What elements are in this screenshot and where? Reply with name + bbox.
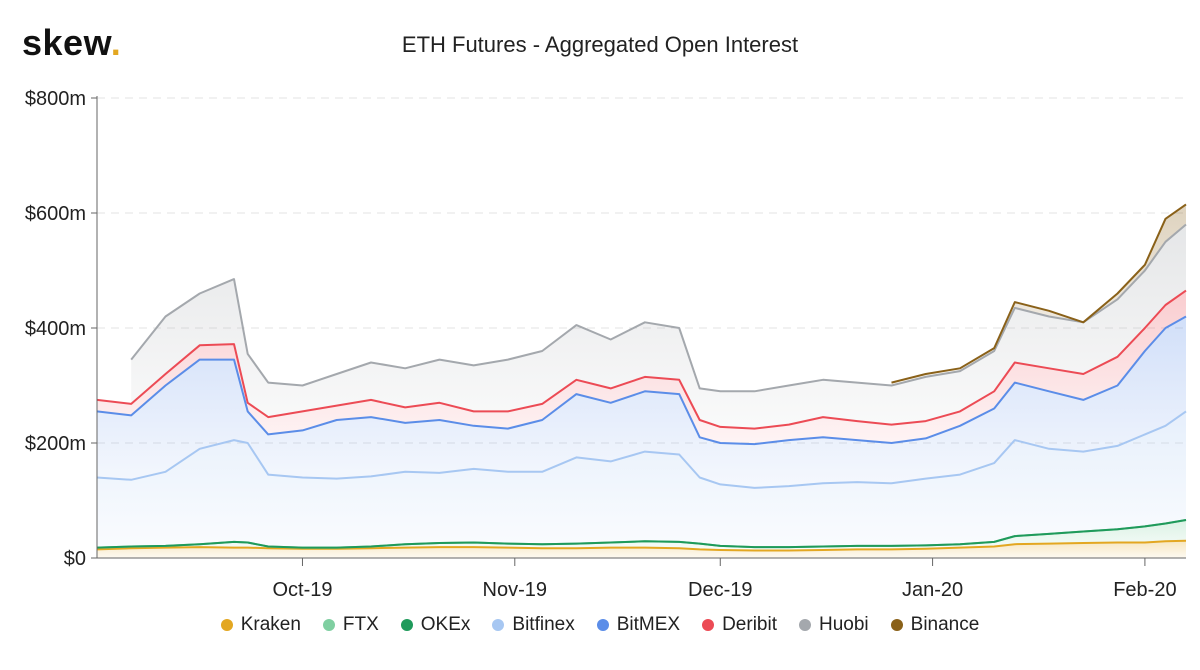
legend-dot-icon xyxy=(702,619,715,631)
legend-dot-icon xyxy=(596,619,609,631)
chart-title: ETH Futures - Aggregated Open Interest xyxy=(401,32,799,57)
area-ftx xyxy=(97,520,1186,551)
legend-item-deribit[interactable]: Deribit xyxy=(702,614,777,636)
legend-item-bitfinex[interactable]: Bitfinex xyxy=(492,614,575,636)
legend-label: Deribit xyxy=(722,614,777,635)
legend-label: BitMEX xyxy=(616,614,681,635)
brand-name: skew xyxy=(22,22,111,63)
area-bitmex xyxy=(97,316,1186,488)
y-tick-label-1: $200m xyxy=(25,433,86,455)
legend-item-ftx[interactable]: FTX xyxy=(322,614,379,636)
x-tick-label-3: Jan-20 xyxy=(902,579,963,601)
brand-dot: . xyxy=(110,22,122,63)
y-tick-label-0: $0 xyxy=(64,548,86,570)
legend-label: Bitfinex xyxy=(512,614,575,635)
series-areas xyxy=(97,204,1187,558)
legend-item-okex[interactable]: OKEx xyxy=(400,614,471,636)
area-bitfinex xyxy=(97,411,1186,548)
area-kraken xyxy=(97,540,1186,558)
legend-dot-icon xyxy=(322,619,335,631)
legend-label: Kraken xyxy=(240,614,301,635)
series-lines xyxy=(96,203,1187,552)
line-bitmex xyxy=(96,315,1187,446)
legend-dot-icon xyxy=(890,619,903,631)
legend-dot-icon xyxy=(400,619,413,631)
line-okex xyxy=(96,519,1187,549)
legend-label: OKEx xyxy=(420,614,471,635)
legend-label: FTX xyxy=(342,614,379,635)
y-tick-label-2: $400m xyxy=(25,318,86,340)
y-tick-label-3: $600m xyxy=(25,203,86,225)
legend-item-binance[interactable]: Binance xyxy=(890,614,980,636)
legend-item-huobi[interactable]: Huobi xyxy=(798,614,869,636)
axes: $0 $200m $400m $600m $800m Oct-19 Nov-19 Dec-19… xyxy=(25,88,1186,601)
x-tick-label-1: Nov-19 xyxy=(483,579,547,601)
legend-label: Binance xyxy=(910,614,980,635)
legend-dot-icon xyxy=(220,619,233,631)
line-binance xyxy=(891,203,1187,384)
legend: Kraken FTX OKEx Bitfinex BitMEX Deribit Huobi B… xyxy=(0,614,1200,636)
open-interest-chart: $0 $200m $400m $600m $800m Oct-19 Nov-19 Dec-19… xyxy=(25,88,1187,601)
line-bitfinex xyxy=(96,410,1187,489)
legend-label: Huobi xyxy=(818,614,869,635)
y-tick-label-4: $800m xyxy=(25,88,86,110)
skew-logo: skew. xyxy=(22,22,121,64)
x-tick-label-2: Dec-19 xyxy=(688,579,752,601)
area-huobi xyxy=(131,224,1187,429)
x-tick-label-4: Feb-20 xyxy=(1113,579,1176,601)
line-kraken xyxy=(96,539,1187,552)
legend-item-bitmex[interactable]: BitMEX xyxy=(596,614,681,636)
x-tick-label-0: Oct-19 xyxy=(272,579,332,601)
legend-item-kraken[interactable]: Kraken xyxy=(220,614,301,636)
legend-dot-icon xyxy=(798,619,811,631)
line-deribit xyxy=(96,289,1187,430)
area-deribit xyxy=(97,290,1186,445)
legend-dot-icon xyxy=(492,619,505,631)
line-huobi xyxy=(130,223,1187,393)
